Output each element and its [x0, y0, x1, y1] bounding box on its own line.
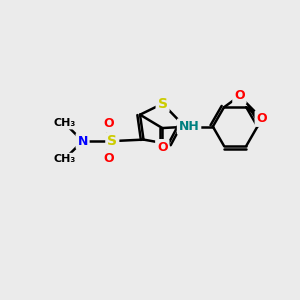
Text: S: S [158, 97, 168, 111]
Text: N: N [77, 135, 88, 148]
Text: S: S [107, 134, 117, 148]
Text: CH₃: CH₃ [54, 154, 76, 164]
Text: NH: NH [179, 120, 200, 133]
Text: O: O [103, 117, 114, 130]
Text: O: O [157, 141, 168, 154]
Text: O: O [256, 112, 267, 125]
Text: O: O [103, 152, 114, 165]
Text: CH₃: CH₃ [54, 118, 76, 128]
Text: O: O [234, 89, 245, 103]
